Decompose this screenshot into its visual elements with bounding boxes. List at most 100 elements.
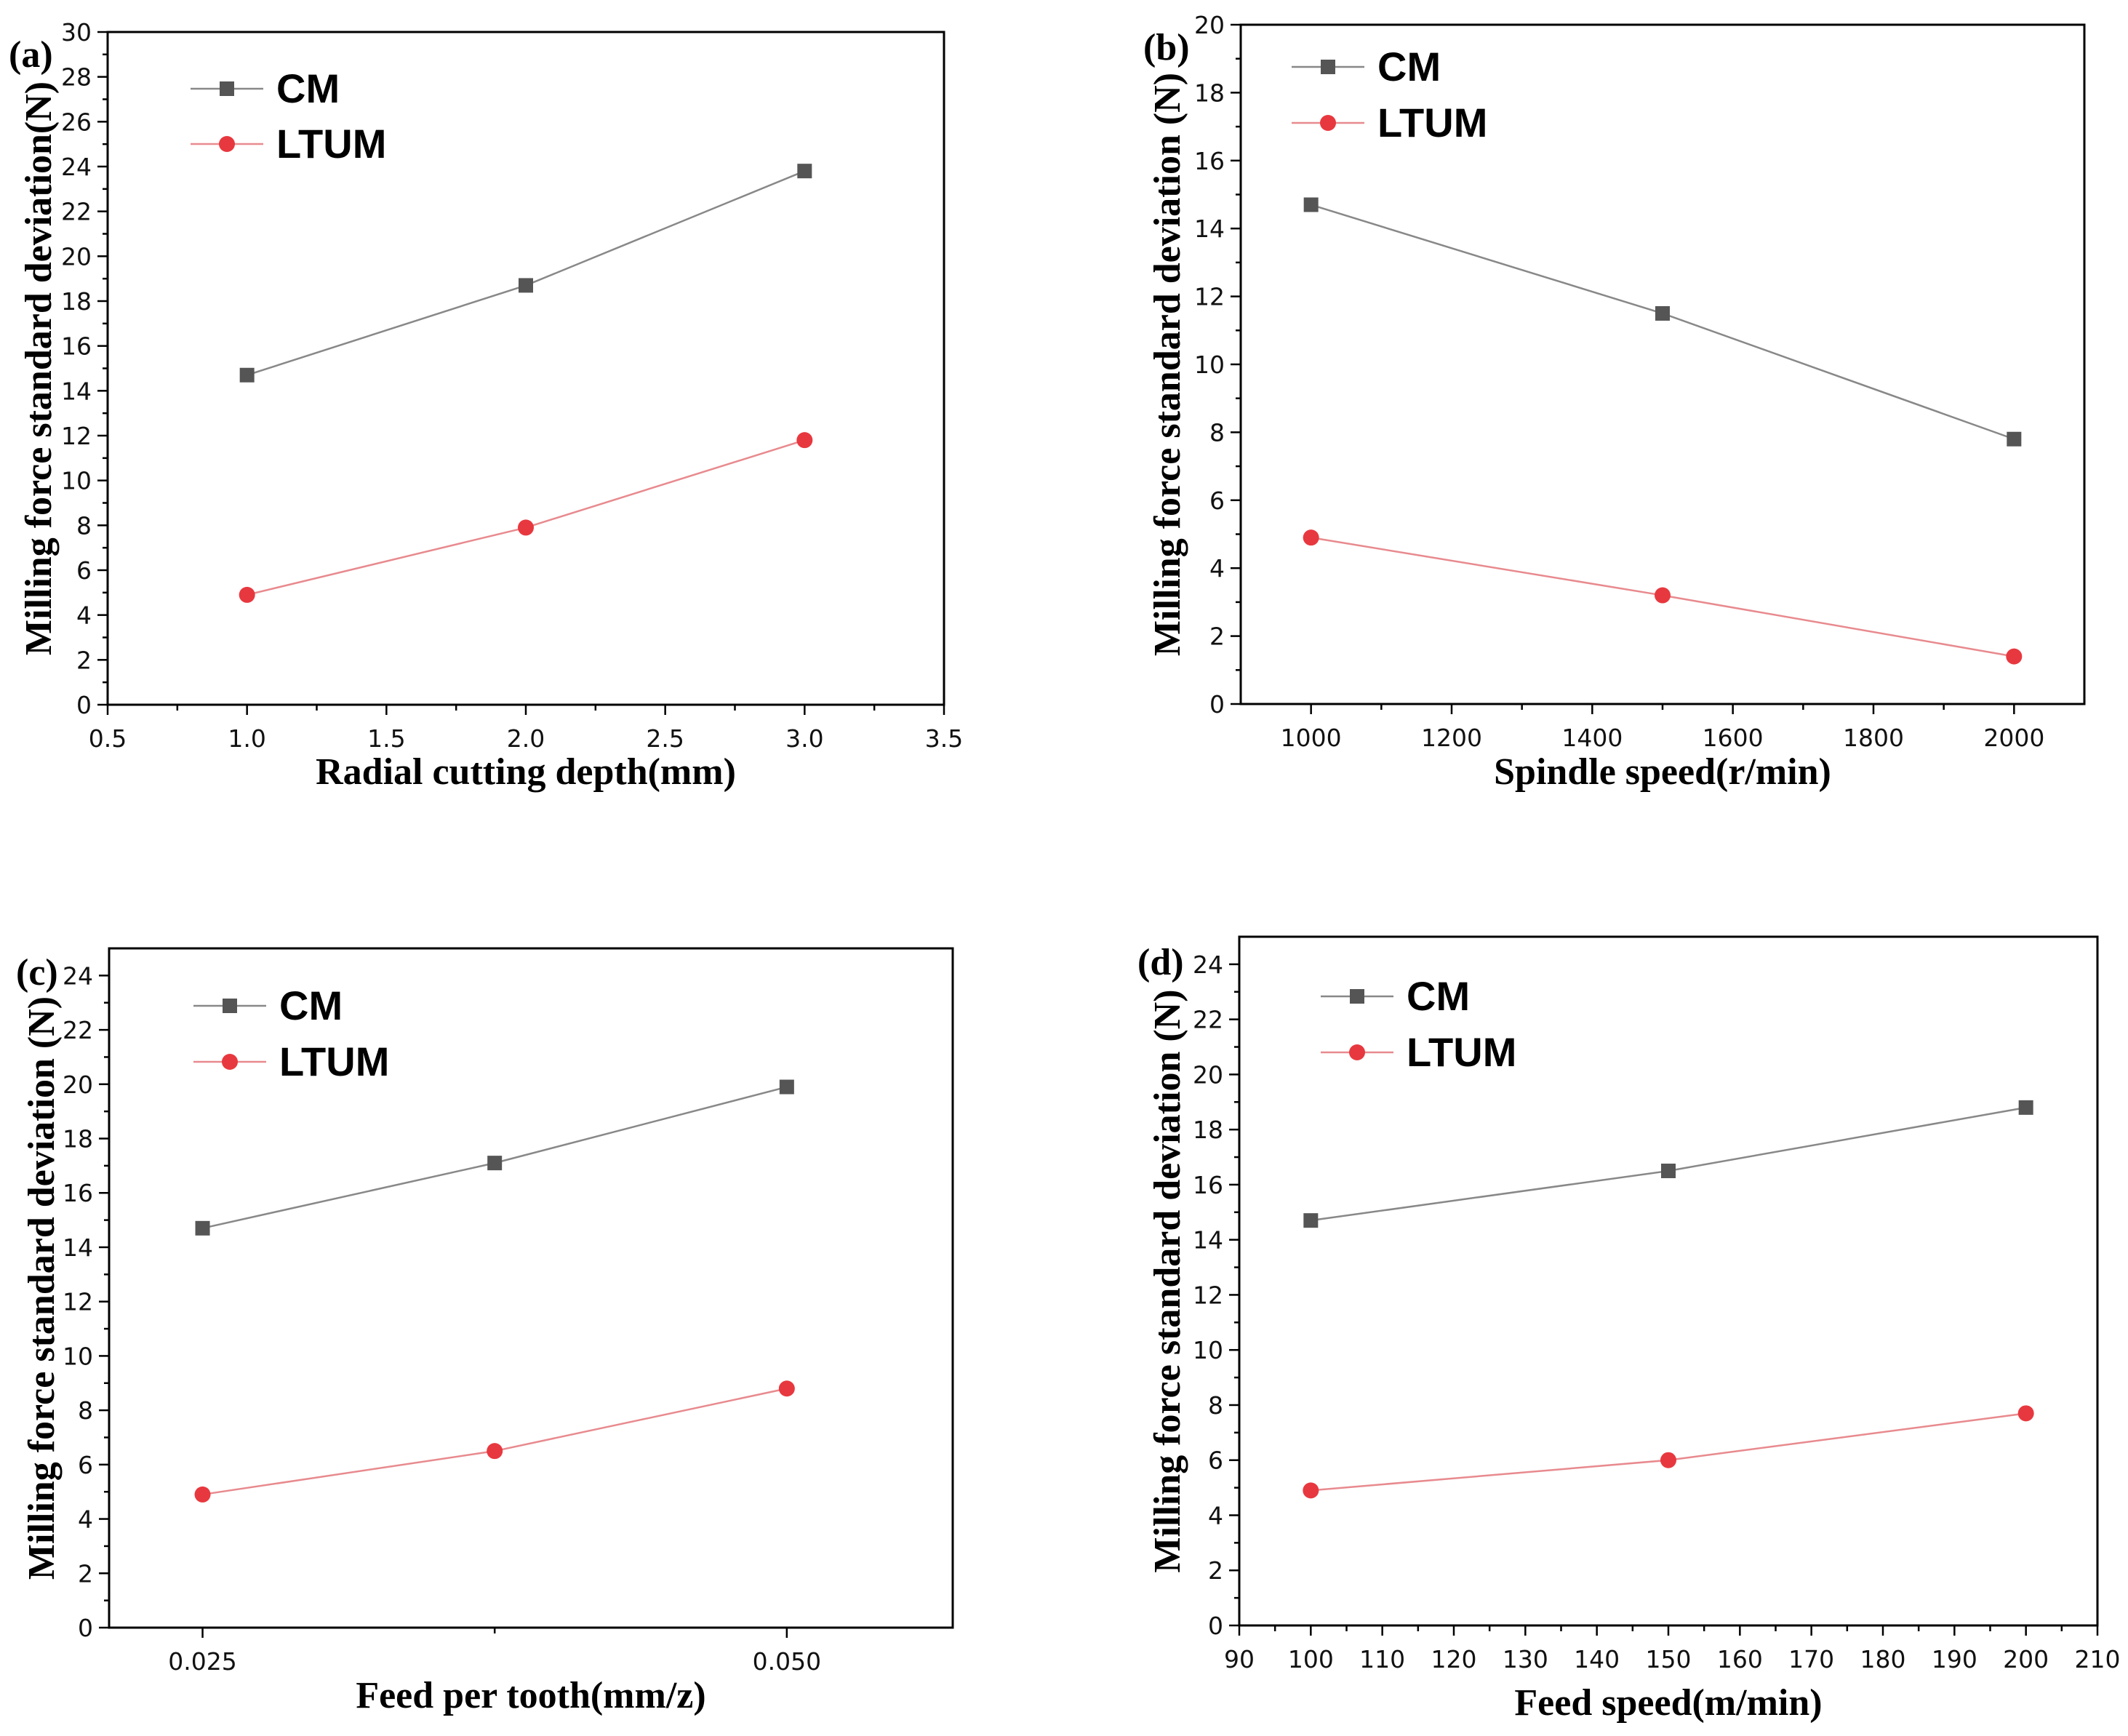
y-tick-label: 4	[78, 1505, 93, 1534]
x-tick-label: 2.0	[507, 724, 545, 753]
x-tick-label: 90	[1224, 1645, 1255, 1673]
y-tick-label: 0	[1209, 690, 1225, 719]
x-tick-label: 200	[2003, 1645, 2049, 1673]
data-point-ltum	[778, 1380, 795, 1397]
data-point-cm	[2007, 431, 2022, 447]
x-tick-label: 1800	[1843, 724, 1904, 752]
y-tick-label: 4	[1209, 554, 1225, 583]
x-tick-label: 150	[1646, 1645, 1692, 1673]
x-tick-label: 120	[1431, 1645, 1477, 1673]
legend-marker-cm	[223, 999, 237, 1013]
x-axis-title: Radial cutting depth(mm)	[316, 751, 736, 793]
x-tick-label: 3.5	[925, 724, 963, 753]
data-point-ltum	[194, 1486, 211, 1503]
y-tick-label: 10	[1194, 351, 1225, 379]
x-tick-label: 0.025	[168, 1647, 236, 1676]
y-tick-label: 0	[1208, 1612, 1223, 1640]
series-line-cm	[1311, 204, 2015, 440]
y-tick-label: 6	[1208, 1447, 1223, 1475]
x-tick-label: 1600	[1703, 724, 1764, 752]
y-tick-label: 14	[1194, 215, 1225, 243]
x-tick-label: 180	[1860, 1645, 1906, 1673]
y-tick-label: 22	[1193, 1006, 1223, 1034]
y-tick-label: 18	[63, 1125, 93, 1153]
y-tick-label: 20	[63, 1071, 93, 1099]
data-point-ltum	[1660, 1452, 1676, 1468]
data-point-cm	[2018, 1100, 2033, 1115]
x-tick-label: 130	[1503, 1645, 1548, 1673]
legend-label-cm: CM	[1407, 973, 1470, 1019]
x-tick-label: 1200	[1421, 724, 1482, 752]
x-axis-title: Feed speed(m/min)	[1514, 1682, 1822, 1724]
data-point-cm	[1303, 1213, 1319, 1228]
plot-frame	[106, 31, 945, 706]
legend-label-cm: CM	[276, 65, 340, 111]
legend-marker-cm	[1321, 60, 1335, 74]
data-point-ltum	[2017, 1405, 2034, 1422]
data-point-cm	[797, 164, 812, 179]
x-tick-label: 0.5	[89, 724, 127, 753]
plot-frame	[1238, 935, 2099, 1627]
y-tick-label: 6	[1209, 487, 1225, 515]
x-tick-label: 0.050	[753, 1647, 821, 1676]
x-tick-label: 140	[1574, 1645, 1620, 1673]
series-line-ltum	[202, 1388, 788, 1496]
y-tick-label: 10	[63, 1342, 93, 1370]
x-tick-label: 2000	[1983, 724, 2044, 752]
y-tick-label: 8	[1209, 418, 1225, 447]
y-tick-label: 10	[1193, 1336, 1223, 1364]
y-tick-label: 12	[63, 1288, 93, 1316]
legend-label-ltum: LTUM	[279, 1039, 389, 1084]
data-point-cm	[779, 1079, 794, 1095]
y-axis-title: Milling force standard deviation (N)	[21, 996, 63, 1580]
x-tick-label: 2.5	[646, 724, 684, 753]
data-point-cm	[1661, 1163, 1676, 1178]
x-tick-label: 100	[1288, 1645, 1334, 1673]
y-axis-title: Milling force standard deviation (N)	[1147, 989, 1188, 1572]
y-tick-label: 16	[1193, 1171, 1223, 1199]
x-tick-label: 170	[1788, 1645, 1834, 1673]
y-tick-label: 18	[1193, 1116, 1223, 1144]
legend-marker-ltum	[1320, 115, 1336, 131]
legend-marker-ltum	[219, 136, 235, 152]
data-point-ltum	[518, 519, 534, 536]
y-tick-label: 12	[1194, 283, 1225, 311]
legend-label-ltum: LTUM	[276, 121, 386, 167]
y-tick-label: 24	[1193, 951, 1223, 979]
series-line-ltum	[247, 439, 805, 596]
data-point-cm	[1303, 197, 1319, 212]
x-axis-title: Feed per tooth(mm/z)	[356, 1675, 705, 1716]
data-point-ltum	[1655, 587, 1671, 604]
y-tick-label: 14	[63, 1233, 93, 1262]
legend-marker-cm	[220, 81, 234, 96]
y-tick-label: 20	[1193, 1060, 1223, 1089]
y-tick-label: 6	[76, 556, 92, 585]
x-tick-label: 160	[1717, 1645, 1763, 1673]
y-tick-label: 28	[61, 63, 92, 92]
panel-label: (b)	[1143, 27, 1190, 68]
data-point-cm	[487, 1156, 503, 1171]
plot-frame	[108, 947, 954, 1629]
y-tick-label: 24	[63, 961, 93, 990]
panel-label: (c)	[16, 952, 58, 993]
series-line-cm	[247, 170, 805, 376]
y-tick-label: 2	[1208, 1556, 1223, 1585]
y-tick-label: 20	[1194, 11, 1225, 39]
data-point-ltum	[487, 1443, 503, 1460]
legend-label-ltum: LTUM	[1407, 1029, 1516, 1075]
y-tick-label: 22	[63, 1016, 93, 1044]
y-tick-label: 8	[78, 1396, 93, 1425]
legend-label-cm: CM	[1377, 44, 1441, 89]
legend-marker-ltum	[222, 1054, 238, 1070]
series-line-ltum	[1311, 1412, 2026, 1492]
y-tick-label: 18	[1194, 79, 1225, 107]
data-point-ltum	[796, 432, 813, 449]
y-tick-label: 2	[78, 1559, 93, 1588]
y-axis-title: Milling force standard deviation (N)	[1147, 73, 1188, 656]
data-point-cm	[239, 367, 255, 383]
y-tick-label: 16	[63, 1179, 93, 1207]
y-tick-label: 10	[61, 467, 92, 495]
x-tick-label: 1400	[1561, 724, 1623, 752]
